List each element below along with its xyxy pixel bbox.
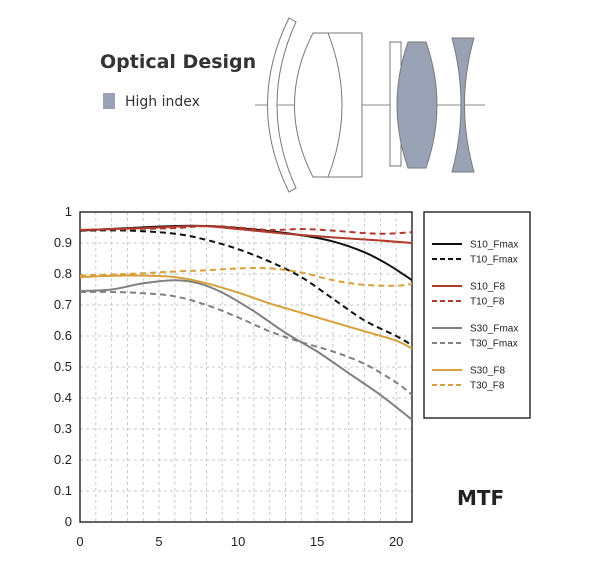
x-tick-label: 10 (231, 534, 245, 549)
legend-box (423, 211, 531, 419)
legend-label-t30-f8: T30_F8 (470, 381, 505, 392)
plot-frame (79, 211, 413, 523)
legend-label-s30-f8: S30_F8 (470, 366, 505, 377)
series-line-t30-fmax (79, 290, 413, 396)
x-axis-ticks: 0 5 10 15 20 (76, 534, 403, 549)
x-tick-label: 15 (310, 534, 324, 549)
lens-element-3 (327, 32, 363, 178)
chart-series (79, 224, 413, 421)
y-tick-label: 0.2 (54, 452, 72, 467)
series-line-t10-f8 (79, 224, 413, 235)
lens-element-5-high-index (396, 41, 438, 169)
series-line-s30-fmax (79, 279, 413, 421)
legend-label-s30-fmax: S30_Fmax (470, 324, 518, 335)
series-line-s10-f8 (79, 224, 413, 244)
y-tick-label: 0.6 (54, 328, 72, 343)
chart-legend: S10_Fmax T10_Fmax S10_F8 T10_F8 S30_Fmax T30_… (423, 211, 531, 419)
legend-label-t10-fmax: T10_Fmax (470, 255, 518, 266)
y-tick-label: 0 (65, 514, 72, 529)
y-tick-label: 0.4 (54, 390, 72, 405)
x-tick-label: 0 (76, 534, 83, 549)
y-tick-label: 0.1 (54, 483, 72, 498)
chart-grid (80, 212, 412, 522)
x-tick-label: 20 (389, 534, 403, 549)
optical-design-title: Optical Design (100, 51, 256, 73)
mtf-label: MTF (457, 486, 504, 510)
high-index-swatch (103, 93, 115, 109)
y-tick-label: 0.7 (54, 297, 72, 312)
legend-label-s10-fmax: S10_Fmax (470, 240, 518, 251)
lens-element-6-high-index (451, 37, 475, 173)
legend-label-s10-f8: S10_F8 (470, 282, 505, 293)
lens-element-4 (389, 41, 402, 167)
lens-element-1 (267, 17, 297, 193)
series-line-s30-f8 (79, 274, 413, 350)
high-index-label: High index (125, 94, 200, 110)
y-tick-label: 0.5 (54, 359, 72, 374)
y-axis-ticks: 0 0.1 0.2 0.3 0.4 0.5 0.6 0.7 0.8 0.9 1 (54, 204, 72, 529)
series-line-t30-f8 (79, 267, 413, 287)
legend-label-t30-fmax: T30_Fmax (470, 339, 518, 350)
y-tick-label: 0.8 (54, 266, 72, 281)
lens-diagram (255, 17, 485, 193)
x-tick-label: 5 (155, 534, 162, 549)
y-tick-label: 0.3 (54, 421, 72, 436)
series-line-t10-fmax (79, 229, 413, 347)
legend-label-t10-f8: T10_F8 (470, 297, 505, 308)
y-tick-label: 1 (65, 204, 72, 219)
mtf-chart: 0 0.1 0.2 0.3 0.4 0.5 0.6 0.7 0.8 0.9 1 0 5 10 15 20 (54, 204, 413, 549)
y-tick-label: 0.9 (54, 235, 72, 250)
